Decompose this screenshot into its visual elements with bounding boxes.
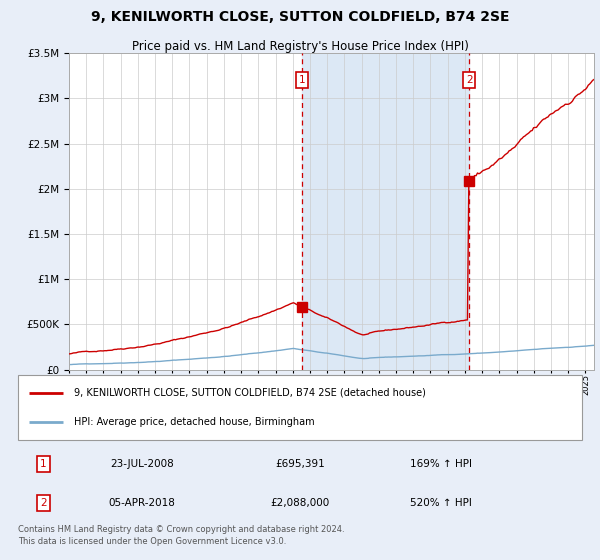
Text: Contains HM Land Registry data © Crown copyright and database right 2024.
This d: Contains HM Land Registry data © Crown c… (18, 525, 344, 546)
Text: 23-JUL-2008: 23-JUL-2008 (110, 459, 174, 469)
Text: 1: 1 (40, 459, 47, 469)
Text: HPI: Average price, detached house, Birmingham: HPI: Average price, detached house, Birm… (74, 417, 315, 427)
Text: 2: 2 (466, 75, 473, 85)
Text: £695,391: £695,391 (275, 459, 325, 469)
FancyBboxPatch shape (18, 375, 582, 440)
Text: 169% ↑ HPI: 169% ↑ HPI (410, 459, 472, 469)
Text: 520% ↑ HPI: 520% ↑ HPI (410, 498, 472, 508)
Text: 1: 1 (299, 75, 305, 85)
Text: 2: 2 (40, 498, 47, 508)
Bar (302, 53, 469, 370)
Text: £2,088,000: £2,088,000 (271, 498, 329, 508)
Text: 9, KENILWORTH CLOSE, SUTTON COLDFIELD, B74 2SE: 9, KENILWORTH CLOSE, SUTTON COLDFIELD, B… (91, 10, 509, 24)
Text: 05-APR-2018: 05-APR-2018 (109, 498, 176, 508)
Text: Price paid vs. HM Land Registry's House Price Index (HPI): Price paid vs. HM Land Registry's House … (131, 40, 469, 53)
Text: 9, KENILWORTH CLOSE, SUTTON COLDFIELD, B74 2SE (detached house): 9, KENILWORTH CLOSE, SUTTON COLDFIELD, B… (74, 388, 426, 398)
